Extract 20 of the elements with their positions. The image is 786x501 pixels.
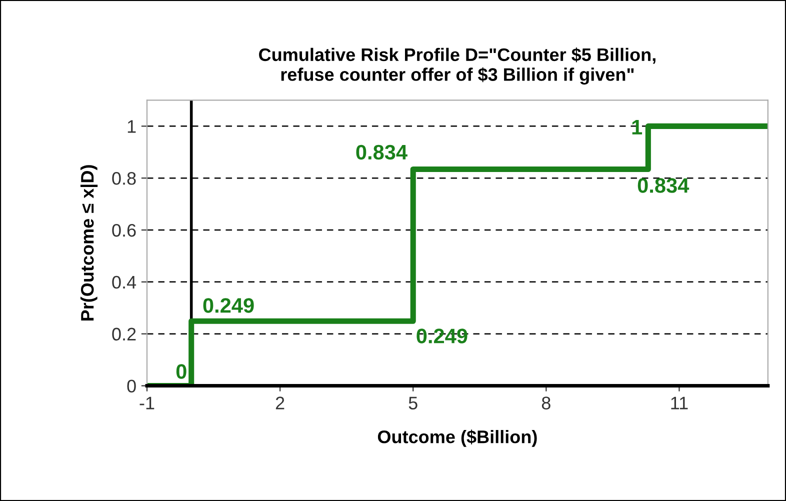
- annotation: 1: [632, 120, 642, 134]
- annotation: 0.249: [203, 298, 254, 313]
- y-tick-label: 0: [127, 380, 136, 392]
- y-tick-label: 0.6: [112, 224, 136, 237]
- x-tick-label: 8: [542, 396, 550, 410]
- y-tick-label: 0.8: [112, 172, 136, 185]
- x-tick-label: -1: [140, 396, 154, 410]
- annotation: 0.834: [638, 178, 690, 193]
- x-axis-title: Outcome ($Billion): [378, 430, 537, 447]
- y-tick-label: 0.2: [112, 328, 136, 341]
- chart-title: Cumulative Risk Profile D="Counter $5 Billion, refuse counter offer of $3 Billion if given": [259, 48, 656, 85]
- x-tick-label: 11: [671, 396, 688, 410]
- annotation: 0.834: [356, 144, 408, 160]
- y-tick-label: 1: [128, 120, 136, 133]
- y-tick-label: 0.4: [112, 276, 136, 289]
- y-axis-title: Pr(Outcome ≤ x|D): [80, 165, 98, 320]
- annotation: 0: [176, 364, 186, 379]
- annotation: 0.249: [416, 328, 468, 344]
- x-tick-label: 5: [408, 396, 418, 410]
- x-tick-label: 2: [276, 396, 284, 410]
